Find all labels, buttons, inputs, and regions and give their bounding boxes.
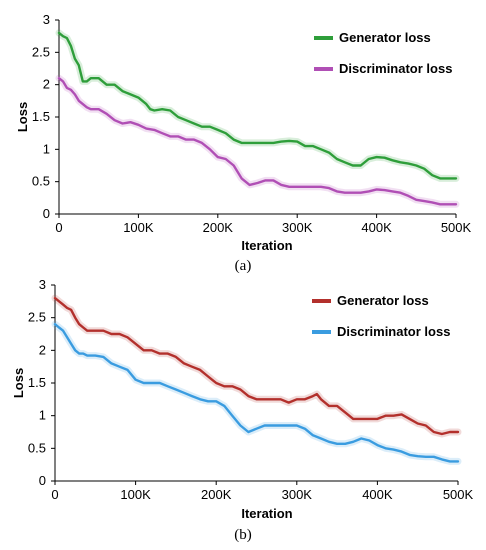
chart-a-y-tick-label: 0.5 — [32, 174, 50, 189]
chart-b-x-tick-label: 400K — [362, 487, 393, 502]
chart-b-y-axis-label: Loss — [11, 368, 26, 398]
chart-b-x-ticks: 0 100K 200K 300K 400K 500K — [51, 481, 474, 502]
chart-b-y-tick-label: 0.5 — [28, 440, 46, 455]
legend-discriminator-label: Discriminator loss — [337, 324, 450, 339]
chart-b-x-tick-label: 0 — [51, 487, 58, 502]
chart-b-y-axis: 0 0.5 1 1.5 2 2.5 3 — [28, 277, 56, 488]
chart-a-x-tick-label: 0 — [55, 220, 62, 235]
chart-b-y-tick-label: 1 — [39, 408, 46, 423]
chart-a-x-axis-label: Iteration — [241, 238, 292, 253]
legend-generator-label: Generator loss — [337, 293, 429, 308]
chart-a-series — [55, 29, 460, 208]
chart-b-y-tick-label: 2 — [39, 342, 46, 357]
chart-a-discriminator-loss-line — [57, 76, 458, 206]
chart-a: 0 0.5 1 1.5 2 2.5 3 0 100K 200K 300K 400K 500K Iter… — [15, 12, 472, 274]
chart-a-y-tick-label: 0 — [43, 206, 50, 221]
chart-b: 0 0.5 1 1.5 2 2.5 3 0 100K 200K 300K 400K 500K Iter… — [11, 277, 474, 543]
chart-a-x-ticks: 0 100K 200K 300K 400K 500K — [55, 214, 472, 235]
chart-a-x-tick-label: 300K — [282, 220, 313, 235]
chart-b-legend: Generator loss Discriminator loss — [312, 293, 450, 339]
chart-a-y-tick-label: 2 — [43, 77, 50, 92]
chart-a-y-tick-label: 1.5 — [32, 109, 50, 124]
chart-a-generator-loss-band — [55, 29, 460, 182]
chart-b-x-tick-label: 200K — [201, 487, 232, 502]
legend-discriminator-label: Discriminator loss — [339, 61, 452, 76]
chart-b-y-tick-label: 1.5 — [28, 375, 46, 390]
chart-b-y-tick-label: 0 — [39, 473, 46, 488]
chart-b-x-tick-label: 100K — [120, 487, 151, 502]
chart-b-x-axis-label: Iteration — [241, 506, 292, 521]
chart-b-generator-loss-line — [53, 296, 460, 436]
chart-a-legend: Generator loss Discriminator loss — [314, 30, 452, 76]
chart-b-y-ticks: 0 0.5 1 1.5 2 2.5 3 — [28, 277, 55, 488]
chart-a-x-tick-label: 100K — [123, 220, 154, 235]
chart-b-discriminator-loss-line — [53, 323, 460, 463]
chart-b-series — [51, 294, 462, 465]
chart-b-y-tick-label: 2.5 — [28, 310, 46, 325]
chart-a-caption: (a) — [235, 258, 252, 274]
chart-a-x-tick-label: 200K — [203, 220, 234, 235]
chart-b-caption: (b) — [234, 527, 252, 543]
chart-b-discriminator-loss-band — [51, 320, 462, 465]
chart-b-x-tick-label: 500K — [443, 487, 474, 502]
chart-b-x-tick-label: 300K — [282, 487, 313, 502]
chart-a-x-tick-label: 500K — [441, 220, 472, 235]
chart-a-x-axis: 0 100K 200K 300K 400K 500K — [55, 213, 472, 235]
chart-a-y-tick-label: 1 — [43, 141, 50, 156]
chart-a-y-tick-label: 3 — [43, 12, 50, 27]
legend-generator-label: Generator loss — [339, 30, 431, 45]
chart-b-x-axis: 0 100K 200K 300K 400K 500K — [51, 480, 474, 502]
chart-a-generator-loss-line — [57, 31, 458, 180]
chart-b-y-tick-label: 3 — [39, 277, 46, 292]
chart-a-x-tick-label: 400K — [361, 220, 392, 235]
chart-a-y-ticks: 0 0.5 1 1.5 2 2.5 3 — [32, 12, 59, 221]
chart-a-y-tick-label: 2.5 — [32, 44, 50, 59]
chart-a-y-axis-label: Loss — [15, 102, 30, 132]
chart-a-y-axis: 0 0.5 1 1.5 2 2.5 3 — [32, 12, 60, 221]
